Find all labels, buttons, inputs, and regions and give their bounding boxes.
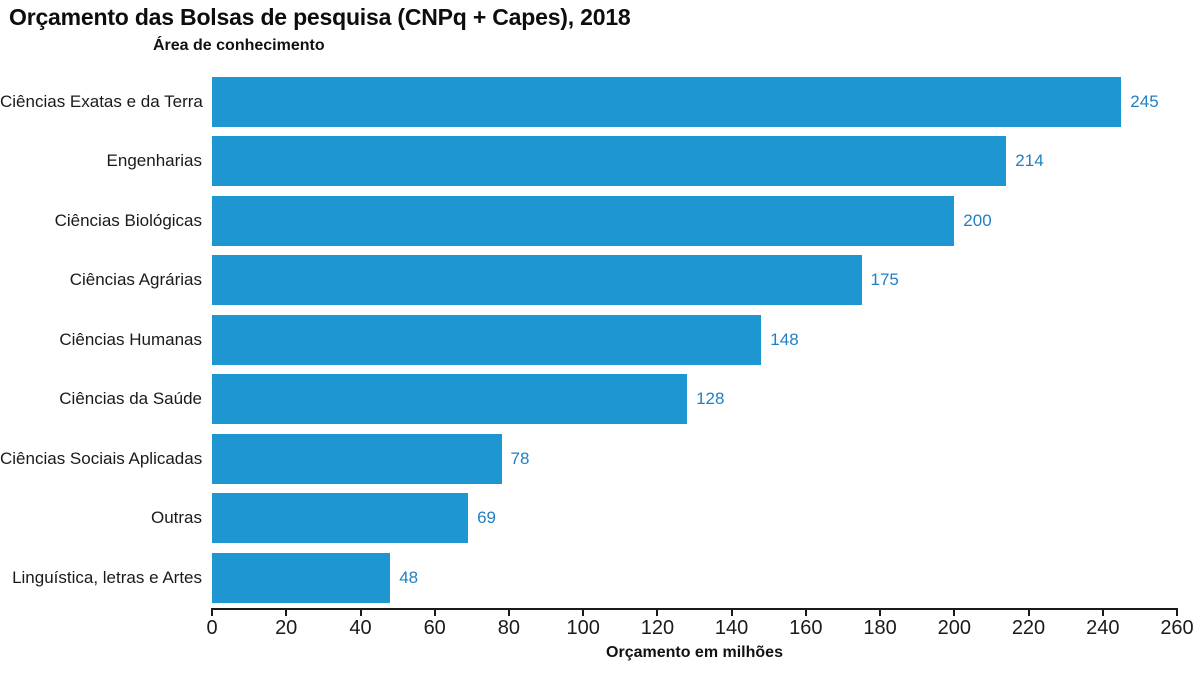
bar-zone: 78: [212, 429, 1200, 489]
value-label: 128: [696, 389, 725, 409]
x-tick-label: 180: [863, 617, 897, 639]
value-label: 78: [510, 448, 530, 468]
x-tick-label: 120: [640, 617, 675, 639]
x-tick: [953, 610, 956, 616]
bar-row: Ciências da Saúde 128: [0, 370, 1200, 430]
x-tick-label: 220: [1011, 617, 1046, 639]
x-tick-label: 80: [497, 617, 521, 639]
bar: [212, 433, 502, 484]
x-axis-title: Orçamento em milhões: [606, 644, 783, 661]
x-tick-label: 240: [1086, 617, 1120, 639]
x-tick-label: 140: [714, 617, 749, 639]
category-label: Ciências Exatas e da Terra: [0, 91, 203, 111]
chart-title: Orçamento das Bolsas de pesquisa (CNPq +…: [9, 4, 631, 30]
x-tick: [1176, 610, 1178, 616]
category-label: Ciências da Saúde: [59, 389, 202, 409]
bar: [212, 314, 762, 365]
bar: [212, 374, 688, 425]
plot-area: Ciências Exatas e da Terra 245 Engenharias…: [0, 72, 1200, 608]
category-label: Ciências Biológicas: [54, 210, 202, 230]
bar-zone: 128: [212, 370, 1200, 430]
x-tick: [879, 610, 882, 616]
bar: [212, 255, 862, 306]
x-tick-label: 260: [1160, 617, 1194, 639]
value-label: 48: [399, 567, 419, 587]
category-label: Linguística, letras e Artes: [12, 567, 202, 587]
bar-zone: 175: [212, 251, 1200, 311]
value-label: 200: [963, 210, 992, 230]
x-tick: [804, 610, 807, 616]
bar-zone: 214: [212, 132, 1200, 192]
x-tick: [433, 610, 436, 616]
x-tick: [507, 610, 510, 616]
value-label: 69: [477, 508, 497, 528]
category-label: Ciências Sociais Aplicadas: [0, 448, 203, 468]
bar-row: Engenharias 214: [0, 132, 1200, 192]
bar-zone: 148: [212, 310, 1200, 370]
x-tick: [1101, 610, 1104, 616]
category-label: Ciências Humanas: [59, 329, 202, 349]
x-tick-label: 40: [349, 617, 372, 639]
x-tick: [359, 610, 362, 616]
value-label: 245: [1130, 91, 1159, 111]
x-tick: [1027, 610, 1030, 616]
bar-row: Ciências Humanas 148: [0, 310, 1200, 370]
bar-zone: 69: [212, 489, 1200, 549]
x-axis-line: [211, 608, 1178, 610]
bar: [212, 136, 1007, 187]
value-label: 214: [1015, 151, 1044, 171]
bar-row: Outras 69: [0, 489, 1200, 549]
x-tick-label: 0: [206, 617, 218, 639]
bar: [212, 493, 469, 544]
x-tick: [285, 610, 288, 616]
bar: [212, 76, 1122, 127]
y-axis-title: Área de conhecimento: [153, 37, 325, 54]
x-tick-label: 200: [937, 617, 971, 639]
x-tick-label: 160: [789, 617, 823, 639]
category-label: Ciências Agrárias: [69, 270, 202, 290]
bar-row: Ciências Agrárias 175: [0, 251, 1200, 311]
bar: [212, 552, 391, 603]
value-label: 175: [870, 270, 899, 290]
bar-zone: 245: [212, 72, 1200, 132]
bar: [212, 195, 955, 246]
bar-row: Ciências Sociais Aplicadas 78: [0, 429, 1200, 489]
category-label: Outras: [150, 508, 202, 528]
category-label: Engenharias: [106, 151, 202, 171]
bar-row: Ciências Biológicas 200: [0, 191, 1200, 251]
x-tick: [656, 610, 659, 616]
x-tick-label: 60: [423, 617, 446, 639]
bar-row: Linguística, letras e Artes 48: [0, 548, 1200, 608]
x-tick-label: 20: [275, 617, 298, 639]
bar-row: Ciências Exatas e da Terra 245: [0, 72, 1200, 132]
x-tick: [582, 610, 585, 616]
x-tick: [730, 610, 733, 616]
bar-zone: 200: [212, 191, 1200, 251]
value-label: 148: [770, 329, 799, 349]
bar-zone: 48: [212, 548, 1200, 608]
x-tick-label: 100: [566, 617, 600, 639]
x-tick: [211, 610, 213, 616]
